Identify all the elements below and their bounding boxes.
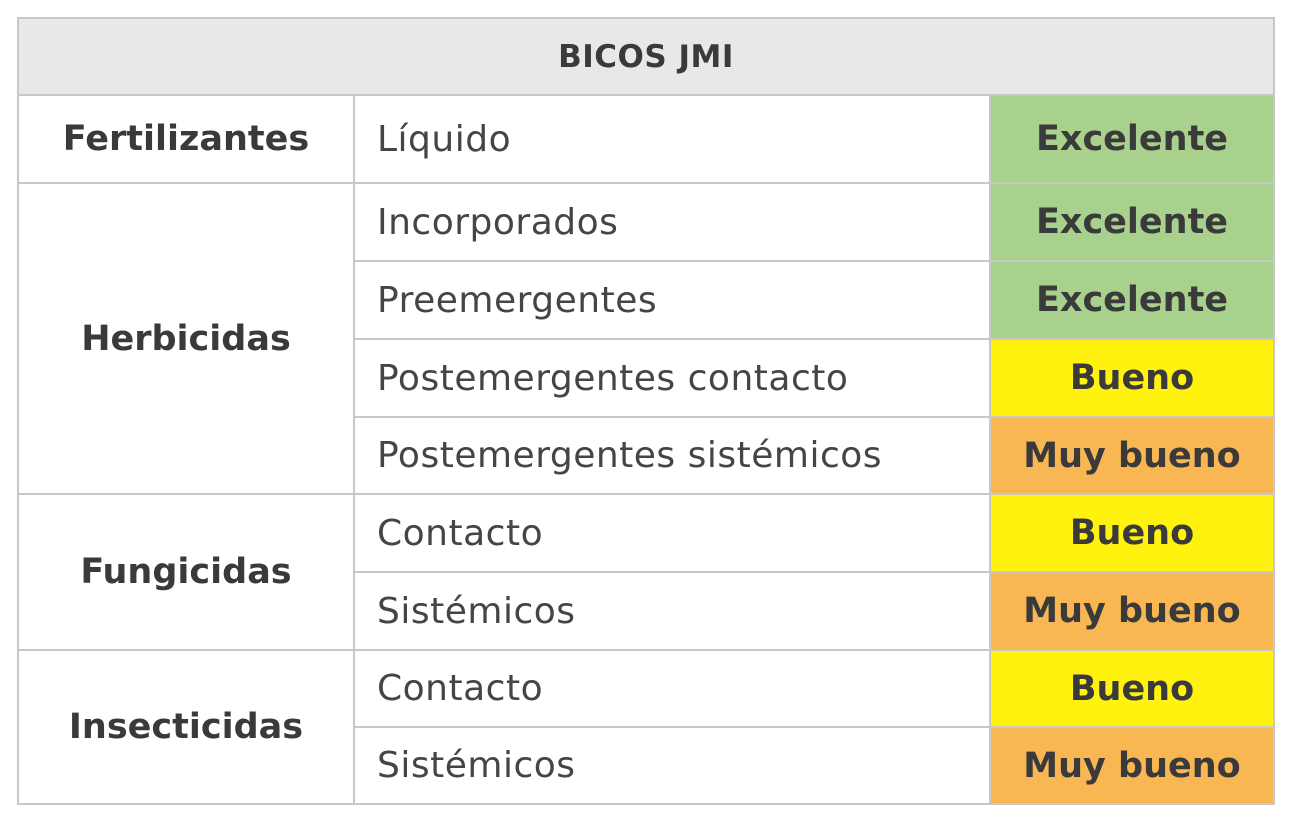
category-fertilizantes: Fertilizantes xyxy=(19,96,355,184)
category-herbicidas: Herbicidas xyxy=(19,184,355,495)
rating-badge: Bueno xyxy=(991,651,1273,728)
sub-item: Incorporados xyxy=(355,184,991,262)
rating-badge: Excelente xyxy=(991,184,1273,262)
rating-badge: Muy bueno xyxy=(991,728,1273,803)
sub-item: Líquido xyxy=(355,96,991,184)
rating-badge: Excelente xyxy=(991,96,1273,184)
compatibility-table: BICOS JMI Fertilizantes Herbicidas Fungi… xyxy=(17,17,1275,805)
sub-item: Contacto xyxy=(355,651,991,728)
sub-item: Contacto xyxy=(355,495,991,573)
rating-badge: Excelente xyxy=(991,262,1273,340)
rating-badge: Muy bueno xyxy=(991,573,1273,651)
sub-item: Sistémicos xyxy=(355,728,991,803)
rating-badge: Bueno xyxy=(991,340,1273,418)
sub-item: Postemergentes sistémicos xyxy=(355,418,991,495)
category-insecticidas: Insecticidas xyxy=(19,651,355,803)
category-fungicidas: Fungicidas xyxy=(19,495,355,651)
rating-badge: Muy bueno xyxy=(991,418,1273,495)
sub-item: Postemergentes contacto xyxy=(355,340,991,418)
sub-item: Preemergentes xyxy=(355,262,991,340)
rating-badge: Bueno xyxy=(991,495,1273,573)
table-title: BICOS JMI xyxy=(19,19,1273,96)
sub-item: Sistémicos xyxy=(355,573,991,651)
